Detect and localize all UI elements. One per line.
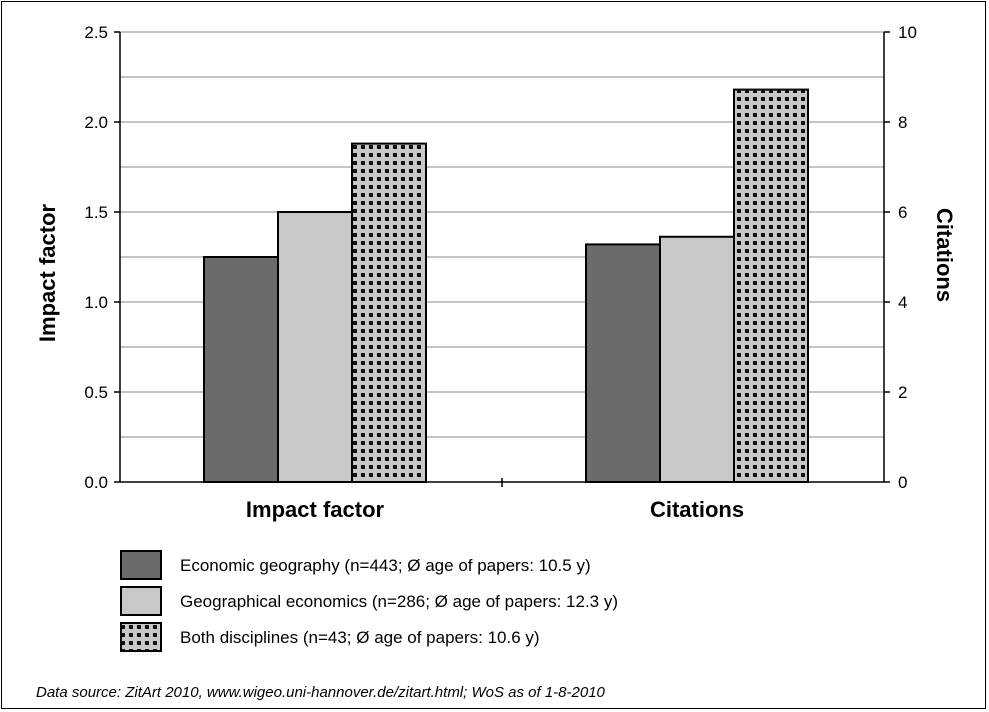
right-tick-label: 6 [898, 203, 907, 222]
left-axis-label: Impact factor [35, 203, 60, 342]
right-tick-label: 10 [898, 23, 917, 42]
left-tick-label: 0.0 [84, 473, 108, 492]
left-tick-label: 2.5 [84, 23, 108, 42]
bar [277, 211, 353, 483]
right-tick-label: 8 [898, 113, 907, 132]
legend-entry: Both disciplines (n=43; Ø age of papers:… [180, 628, 540, 647]
legend-swatch [120, 622, 162, 652]
legend-entry: Economic geography (n=443; Ø age of pape… [180, 556, 591, 575]
bars [203, 88, 809, 483]
bar [733, 88, 809, 483]
category-label: Citations [650, 497, 744, 522]
left-axis-ticks: 0.0 0.5 1.0 1.5 2.0 2.5 [84, 23, 120, 492]
left-tick-label: 1.0 [84, 293, 108, 312]
left-tick-label: 0.5 [84, 383, 108, 402]
right-axis-label: Citations [932, 208, 957, 302]
bar [351, 142, 427, 483]
left-tick-label: 2.0 [84, 113, 108, 132]
legend: Economic geography (n=443; Ø age of pape… [120, 550, 618, 652]
axes [119, 32, 885, 487]
bar [659, 235, 735, 483]
legend-entry: Geographical economics (n=286; Ø age of … [180, 592, 618, 611]
left-tick-label: 1.5 [84, 203, 108, 222]
right-tick-label: 0 [898, 473, 907, 492]
legend-swatch [120, 586, 162, 616]
right-tick-label: 4 [898, 293, 907, 312]
footnote: Data source: ZitArt 2010, www.wigeo.uni-… [36, 684, 606, 701]
right-tick-label: 2 [898, 383, 907, 402]
legend-swatch [120, 550, 162, 580]
category-labels: Impact factor Citations [246, 497, 744, 522]
bar [585, 243, 661, 483]
right-axis-ticks: 0 2 4 6 8 10 [884, 23, 917, 492]
category-label: Impact factor [246, 497, 385, 522]
bar [203, 256, 279, 483]
